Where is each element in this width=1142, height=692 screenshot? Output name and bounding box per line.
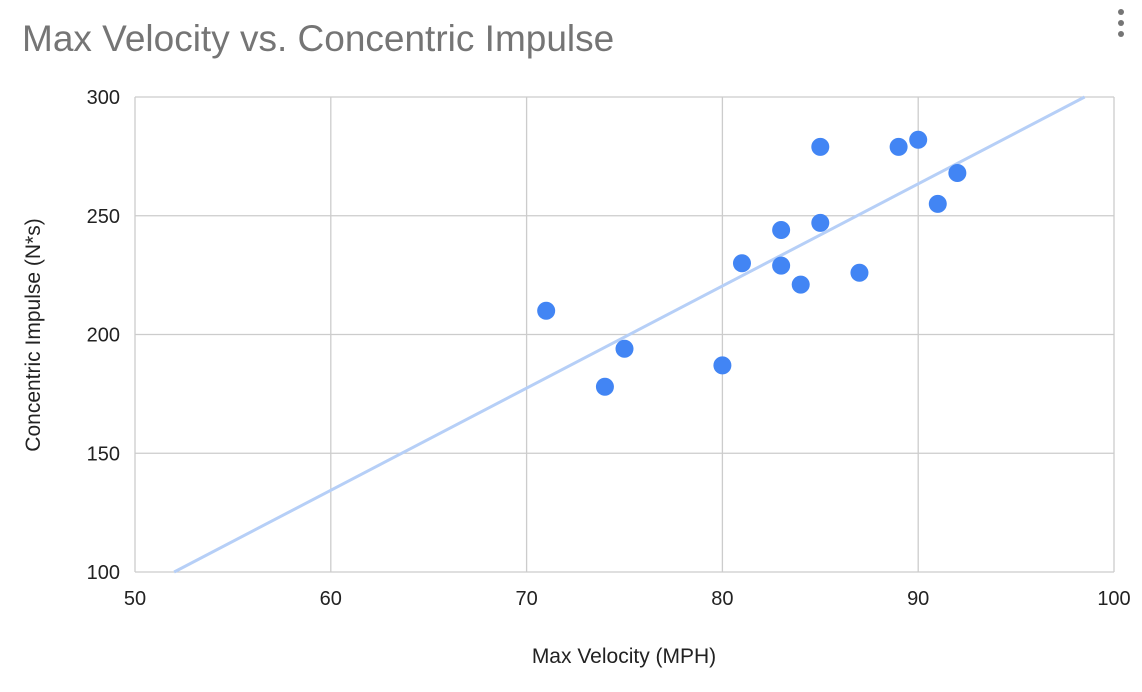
y-tick-label: 300 [87, 87, 120, 109]
data-point [909, 130, 928, 149]
data-point [811, 213, 830, 232]
data-point [928, 194, 947, 213]
x-tick-label: 60 [320, 588, 342, 610]
data-point [772, 256, 791, 275]
trendline [173, 95, 1086, 574]
data-point [713, 356, 732, 375]
y-tick-label: 250 [87, 206, 120, 228]
x-tick-label: 90 [907, 588, 929, 610]
data-point [850, 263, 869, 282]
chart-title: Max Velocity vs. Concentric Impulse [22, 18, 615, 59]
more-vert-icon[interactable] [1108, 6, 1134, 40]
x-tick-label: 50 [124, 588, 146, 610]
x-axis-title: Max Velocity (MPH) [532, 645, 716, 668]
y-tick-labels: 100 150 200 250 300 [87, 87, 120, 584]
y-tick-label: 100 [87, 562, 120, 584]
trendline-group [173, 95, 1086, 574]
x-tick-label: 80 [711, 588, 733, 610]
data-point [732, 254, 751, 273]
data-point [615, 339, 634, 358]
y-tick-label: 200 [87, 325, 120, 347]
y-axis-title: Concentric Impulse (N*s) [22, 218, 45, 451]
data-point [811, 137, 830, 156]
data-point [948, 164, 967, 182]
y-tick-label: 150 [87, 443, 120, 465]
data-point [595, 377, 614, 396]
data-point [791, 275, 810, 294]
x-tick-label: 70 [515, 588, 537, 610]
data-point [772, 221, 791, 239]
data-point [537, 301, 556, 320]
gridlines [134, 96, 1115, 573]
menu-dot [1118, 31, 1124, 37]
menu-dot [1118, 9, 1124, 15]
data-points [537, 130, 967, 396]
data-point [889, 137, 908, 156]
x-tick-labels: 50 60 70 80 90 100 [124, 588, 1131, 610]
menu-dot [1118, 20, 1124, 26]
x-tick-label: 100 [1097, 588, 1130, 610]
